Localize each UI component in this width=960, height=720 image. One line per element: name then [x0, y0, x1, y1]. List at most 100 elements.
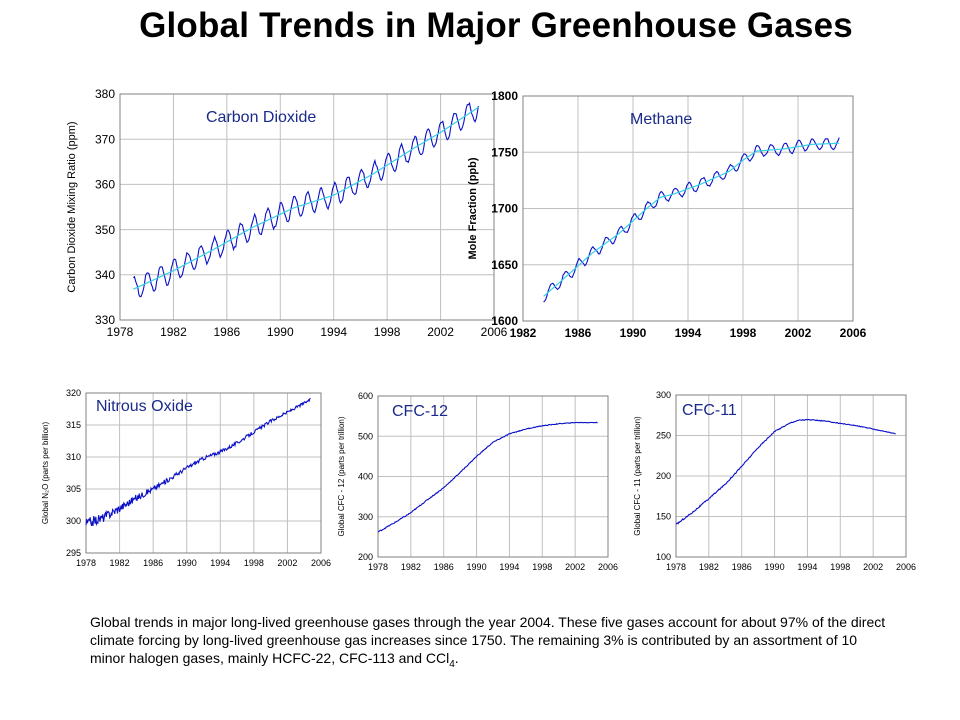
y-tick-label: 305	[66, 484, 81, 494]
x-tick-label: 1990	[467, 562, 487, 572]
chart-label: Nitrous Oxide	[96, 398, 193, 415]
gridlines	[378, 396, 608, 557]
y-tick-label: 300	[66, 516, 81, 526]
plot-frame	[522, 95, 854, 322]
y-tick-label: 150	[656, 512, 671, 522]
series-line-trend	[133, 106, 479, 290]
y-tick-label: 315	[66, 420, 81, 430]
chart-cfc-11: 1978 1982 1986 1990 1994 1998 2002 2006 100 150 20…	[633, 390, 916, 572]
gridlines	[523, 96, 853, 321]
x-tick-label: 2002	[277, 558, 297, 568]
y-tick-label: 1800	[491, 89, 518, 103]
y-tick-label: 370	[95, 132, 115, 146]
x-tick-label: 1994	[320, 325, 347, 339]
x-tick-label: 1982	[510, 326, 537, 340]
x-tick-label: 1986	[214, 325, 241, 339]
x-tick-label: 1998	[244, 558, 264, 568]
x-tick-label: 2002	[863, 562, 883, 572]
y-tick-label: 330	[95, 313, 115, 327]
x-tick-label: 1998	[830, 562, 850, 572]
chart-label: Methane	[630, 111, 692, 128]
x-tick-label: 1998	[374, 325, 401, 339]
chart-methane: 1982 1986 1990 1994 1998 2002 2006160016501700…	[467, 89, 867, 340]
series-line-monthly	[675, 418, 896, 525]
y-tick-label: 200	[358, 552, 373, 562]
y-tick-label: 300	[358, 512, 373, 522]
x-tick-label: 2006	[896, 562, 916, 572]
gridlines	[86, 393, 321, 553]
gridlines	[120, 94, 494, 320]
y-tick-label: 350	[95, 223, 115, 237]
x-tick-label: 1982	[110, 558, 130, 568]
plot-frame	[675, 394, 907, 558]
x-tick-label: 2002	[565, 562, 585, 572]
x-tick-label: 1990	[177, 558, 197, 568]
chart-nitrous-oxide: 1978 1982 1986 1990 1994 1998 2002 2006 295 300 30…	[41, 388, 331, 568]
x-tick-label: 1990	[620, 326, 647, 340]
x-tick-label: 1994	[675, 326, 702, 340]
y-axis-label: Global CFC - 11 (parts per trillion)	[633, 416, 642, 536]
x-tick-label: 2006	[311, 558, 331, 568]
x-tick-label: 1994	[210, 558, 230, 568]
y-axis-label: Global CFC - 12 (parts per trillion)	[337, 416, 346, 536]
x-tick-label: 1982	[699, 562, 719, 572]
caption-subscript: 4	[449, 658, 455, 670]
y-tick-label: 1600	[491, 314, 518, 328]
x-tick-label: 1994	[499, 562, 519, 572]
gridlines	[676, 395, 906, 557]
y-tick-label: 295	[66, 548, 81, 558]
x-tick-label: 1994	[797, 562, 817, 572]
y-tick-label: 1650	[491, 258, 518, 272]
y-tick-label: 250	[656, 431, 671, 441]
chart-cfc-12: 1978 1982 1986 1990 1994 1998 2002 2006 200 300 40…	[337, 391, 618, 572]
x-tick-label: 1990	[267, 325, 294, 339]
chart-label: CFC-12	[392, 403, 448, 420]
x-tick-label: 1978	[368, 562, 388, 572]
plot-frame	[119, 93, 495, 321]
series-line-trend	[543, 142, 840, 297]
x-tick-label: 1986	[565, 326, 592, 340]
series-line-monthly	[85, 397, 311, 527]
x-tick-label: 1978	[76, 558, 96, 568]
caption-text: Global trends in major long-lived greenh…	[90, 614, 886, 666]
y-tick-label: 310	[66, 452, 81, 462]
y-tick-label: 360	[95, 178, 115, 192]
y-tick-label: 300	[656, 390, 671, 400]
y-tick-label: 1750	[491, 145, 518, 159]
y-axis-label: Global N₂O (parts per billion)	[41, 422, 50, 525]
y-tick-label: 600	[358, 391, 373, 401]
chart-label: CFC-11	[682, 402, 737, 419]
x-tick-label: 1986	[434, 562, 454, 572]
caption-end: .	[454, 650, 459, 666]
x-tick-label: 1990	[765, 562, 785, 572]
plot-frame	[377, 395, 609, 558]
x-tick-label: 1982	[401, 562, 421, 572]
figure-caption: Global trends in major long-lived greenh…	[90, 613, 890, 674]
chart-carbon-dioxide: 1978 1982 1986 1990 1994 1998 2002 2006 330 340 35…	[66, 87, 508, 339]
series-line-monthly	[132, 101, 479, 298]
x-tick-label: 1998	[532, 562, 552, 572]
y-tick-label: 380	[95, 87, 115, 101]
x-tick-label: 1998	[730, 326, 757, 340]
y-tick-label: 400	[358, 472, 373, 482]
y-tick-label: 1700	[491, 202, 518, 216]
y-axis-label: Mole Fraction (ppb)	[467, 157, 479, 259]
x-tick-label: 1982	[160, 325, 187, 339]
x-tick-label: 2002	[427, 325, 454, 339]
x-tick-label: 2006	[598, 562, 618, 572]
x-tick-label: 2006	[481, 325, 508, 339]
x-tick-label: 1978	[666, 562, 686, 572]
y-tick-label: 200	[656, 471, 671, 481]
plot-frame	[85, 392, 322, 554]
y-tick-label: 340	[95, 268, 115, 282]
x-tick-label: 2006	[840, 326, 867, 340]
series-line-monthly	[543, 137, 840, 303]
x-tick-label: 2002	[785, 326, 812, 340]
chart-label: Carbon Dioxide	[206, 109, 316, 126]
series-line-monthly	[377, 421, 598, 533]
y-axis-label: Carbon Dioxide Mixing Ratio (ppm)	[66, 121, 78, 292]
x-tick-label: 1986	[143, 558, 163, 568]
y-tick-label: 500	[358, 431, 373, 441]
x-tick-label: 1978	[107, 325, 134, 339]
x-tick-label: 1986	[732, 562, 752, 572]
